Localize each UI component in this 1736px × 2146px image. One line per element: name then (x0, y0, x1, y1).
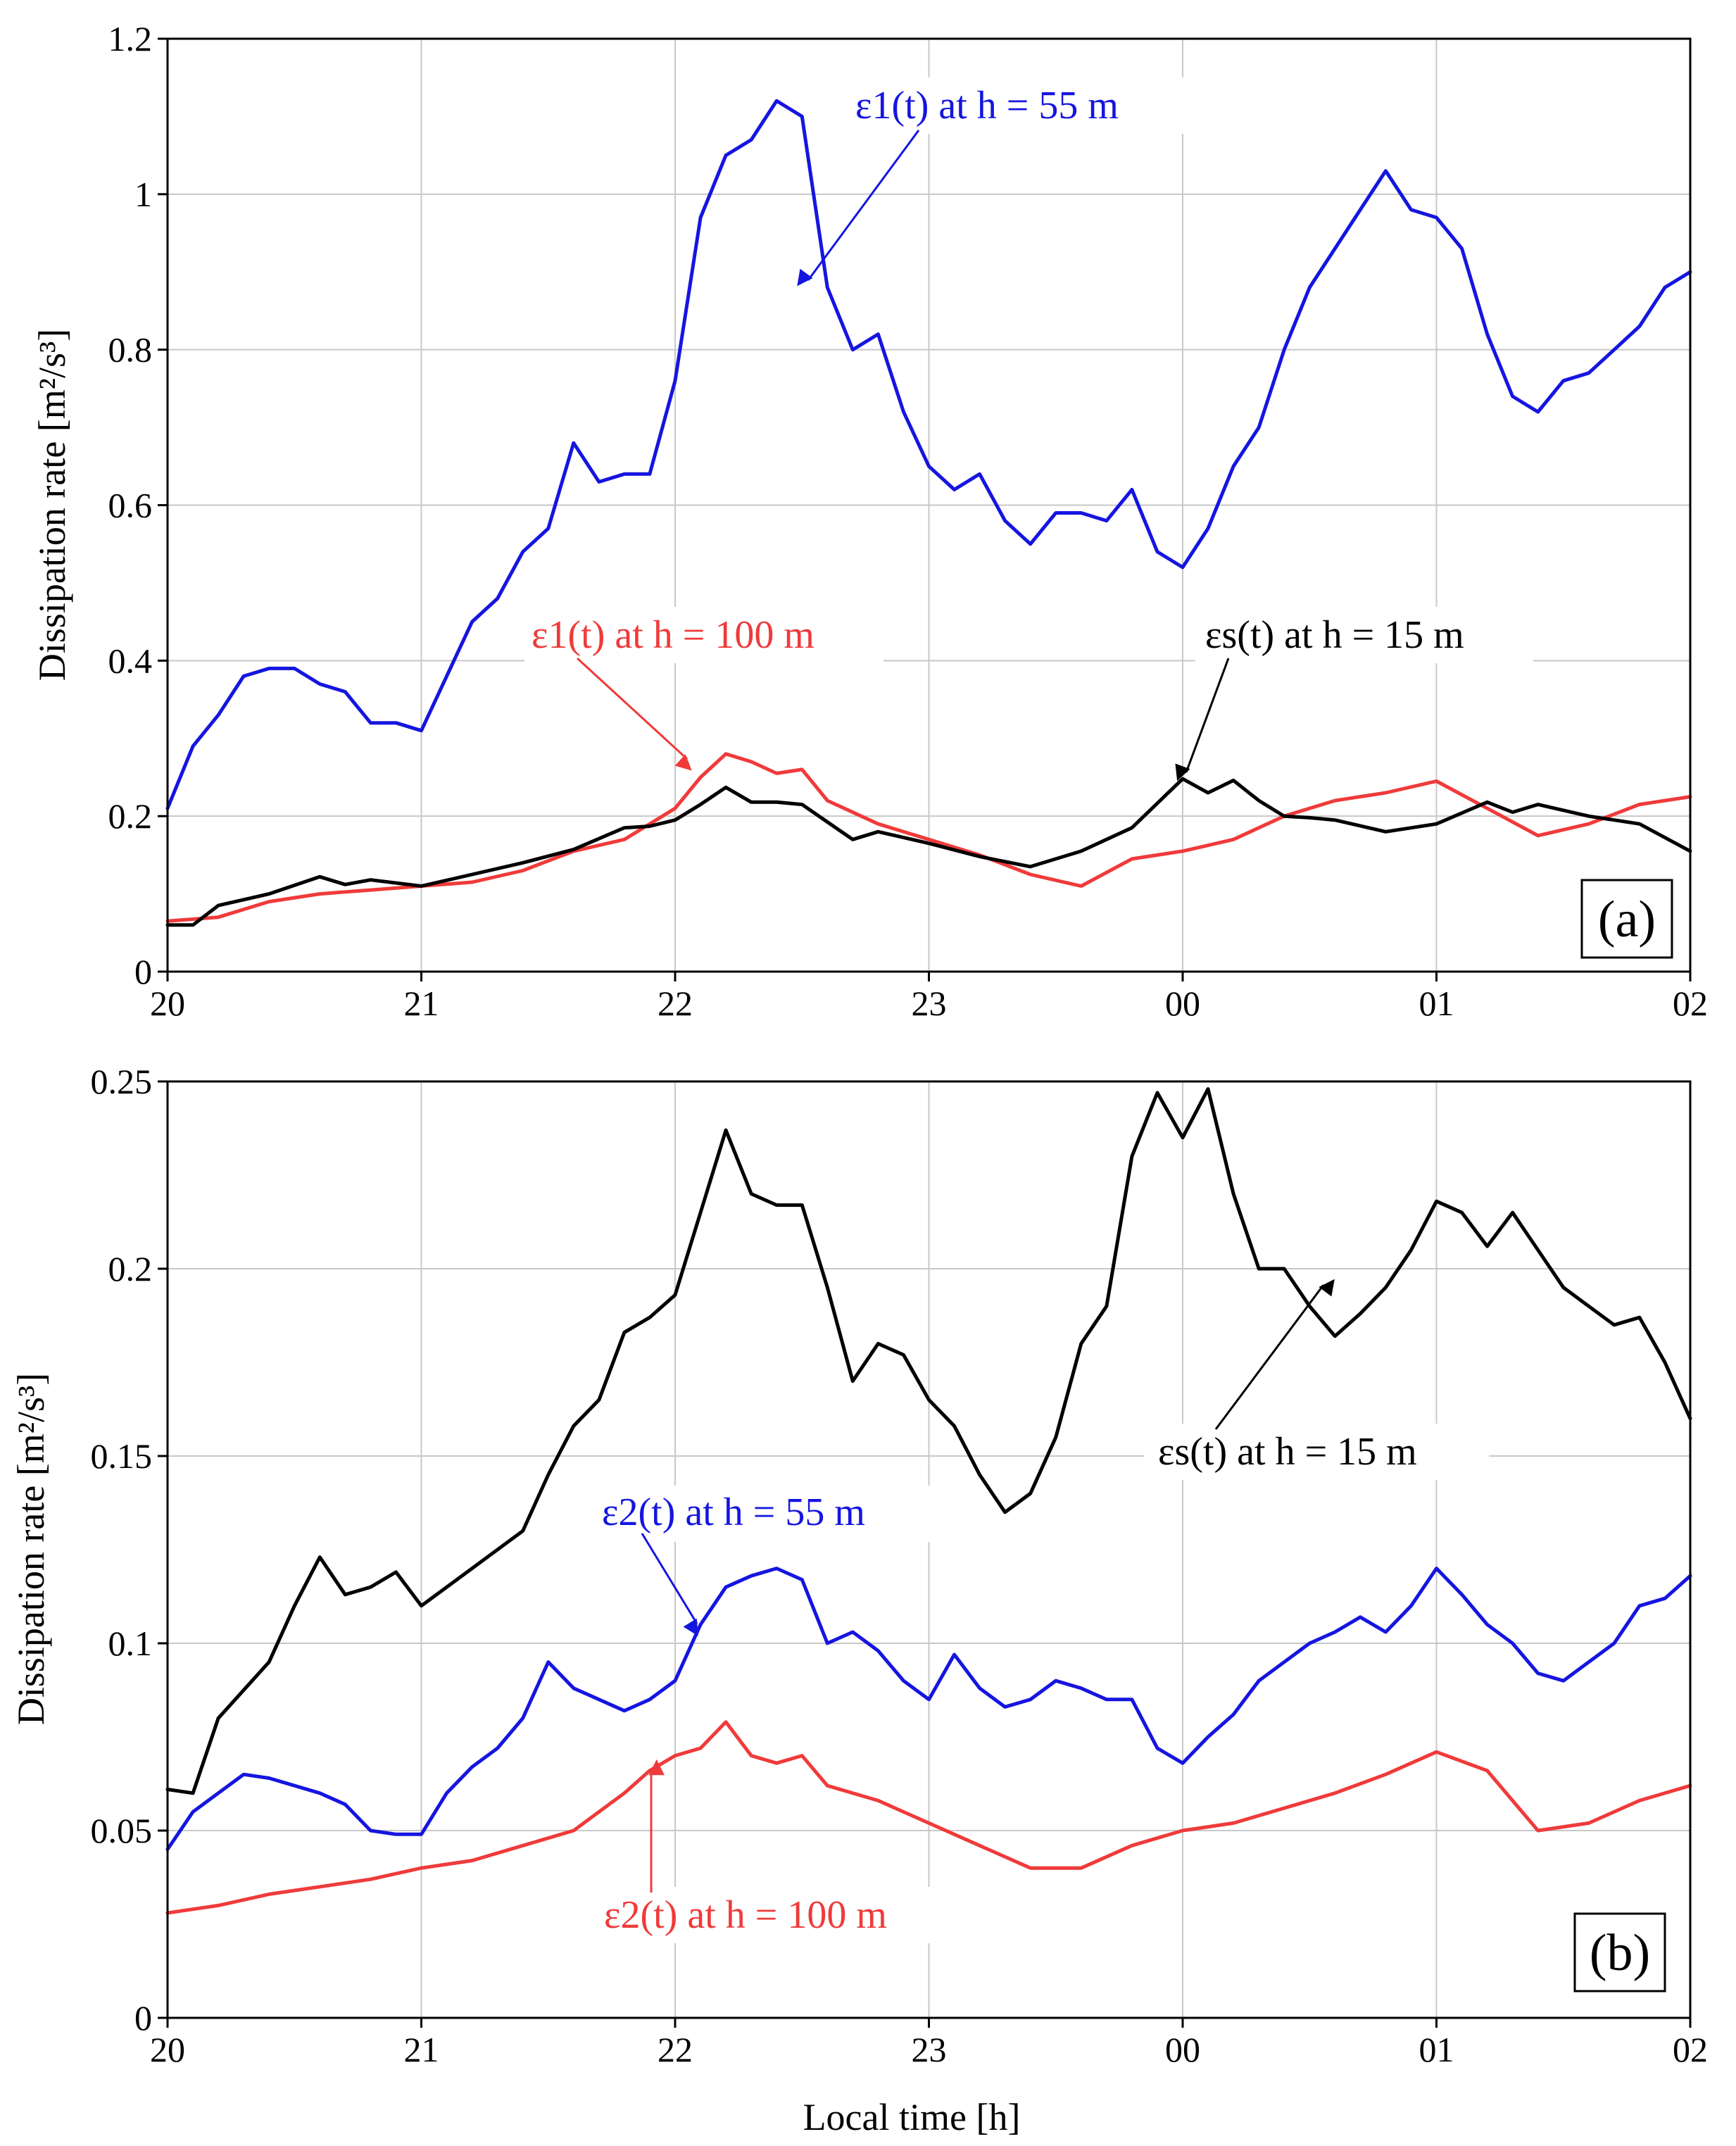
y-tick-label: 1.2 (108, 19, 153, 58)
x-tick-label: 20 (150, 2030, 185, 2069)
y-tick-labels-b: 0 0.05 0.1 0.15 0.2 0.25 (91, 1062, 168, 2038)
x-tick-label: 23 (912, 2030, 947, 2069)
y-tick-label: 0 (134, 952, 152, 991)
x-tick-labels-a: 20 21 22 23 00 01 02 (150, 972, 1708, 1023)
series-lines-a (165, 99, 1692, 927)
y-tick-label: 0 (134, 1998, 152, 2038)
x-tick-label: 23 (912, 984, 947, 1023)
x-tick-label: 01 (1419, 984, 1454, 1023)
series-line-b-2 (165, 1720, 1692, 1915)
x-tick-label: 22 (658, 984, 693, 1023)
panel-a: 0 0.2 0.4 0.6 0.8 1 1.2 20 21 22 23 00 01 02 Dissipa… (31, 19, 1708, 1023)
x-tick-label: 01 (1419, 2030, 1454, 2069)
panel-b: 0 0.05 0.1 0.15 0.2 0.25 20 21 22 23 00 01 02 Dissi… (10, 1062, 1708, 2138)
annotation-bg-a-red (524, 607, 883, 663)
annotation-b-blue-55m: ε2(t) at h = 55 m (602, 1491, 865, 1534)
series-line-b-0 (165, 1087, 1692, 1795)
annotation-b-black-15m: εs(t) at h = 15 m (1158, 1430, 1417, 1474)
y-axis-label-b: Dissipation rate [m²/s³] (10, 1373, 52, 1725)
y-tick-label: 0.4 (108, 641, 153, 680)
annotation-arrow-b-black (1214, 1279, 1335, 1430)
annotation-a-blue-55m: ε1(t) at h = 55 m (855, 84, 1119, 127)
annotation-arrow-b-blue (641, 1533, 698, 1636)
y-tick-label: 0.05 (91, 1811, 153, 1850)
annotation-a-red-100m: ε1(t) at h = 100 m (532, 613, 814, 657)
series-line-a-0 (165, 99, 1692, 810)
y-tick-label: 1 (134, 175, 152, 214)
x-tick-labels-b: 20 21 22 23 00 01 02 (150, 2018, 1708, 2069)
x-tick-label: 21 (404, 984, 439, 1023)
x-tick-label: 00 (1165, 2030, 1200, 2069)
y-tick-labels-a: 0 0.2 0.4 0.6 0.8 1 1.2 (108, 19, 168, 991)
x-tick-label: 00 (1165, 984, 1200, 1023)
y-tick-label: 0.25 (91, 1062, 153, 1101)
annotation-bg-a-black (1195, 607, 1533, 663)
panel-label-box-b (1573, 1912, 1666, 1993)
series-lines-b (165, 1087, 1692, 1915)
series-line-a-1 (165, 752, 1692, 923)
panel-label-box-a (1580, 879, 1673, 959)
y-tick-label: 0.15 (91, 1436, 153, 1476)
x-tick-label: 21 (404, 2030, 439, 2069)
x-tick-label: 22 (658, 2030, 693, 2069)
grid-a (168, 39, 1690, 972)
y-axis-label-a: Dissipation rate [m²/s³] (31, 329, 73, 681)
annotation-arrow-a-red (576, 657, 692, 771)
y-tick-label: 0.2 (108, 1249, 153, 1288)
annotation-bg-b-black (1144, 1424, 1489, 1480)
y-tick-label: 0.2 (108, 796, 153, 836)
x-tick-label: 20 (150, 984, 185, 1023)
panel-label-b: (b) (1590, 1924, 1650, 1982)
series-line-a-2 (165, 777, 1692, 927)
annotation-arrow-a-black (1175, 658, 1230, 782)
x-tick-label: 02 (1673, 984, 1708, 1023)
y-tick-label: 0.1 (108, 1624, 153, 1663)
x-axis-label: Local time [h] (803, 2096, 1021, 2138)
annotation-arrow-a-blue (797, 130, 920, 287)
panel-label-a: (a) (1598, 891, 1656, 948)
annotation-bg-b-blue (588, 1486, 947, 1542)
x-tick-label: 02 (1673, 2030, 1708, 2069)
series-line-b-1 (165, 1567, 1692, 1852)
y-tick-label: 0.6 (108, 486, 153, 525)
y-tick-label: 0.8 (108, 330, 153, 370)
annotation-b-red-100m: ε2(t) at h = 100 m (604, 1893, 887, 1937)
annotation-a-black-15m: εs(t) at h = 15 m (1205, 613, 1464, 657)
annotation-bg-a-blue (841, 77, 1193, 134)
grid-b (168, 1081, 1690, 2018)
annotation-bg-b-red (593, 1887, 959, 1943)
